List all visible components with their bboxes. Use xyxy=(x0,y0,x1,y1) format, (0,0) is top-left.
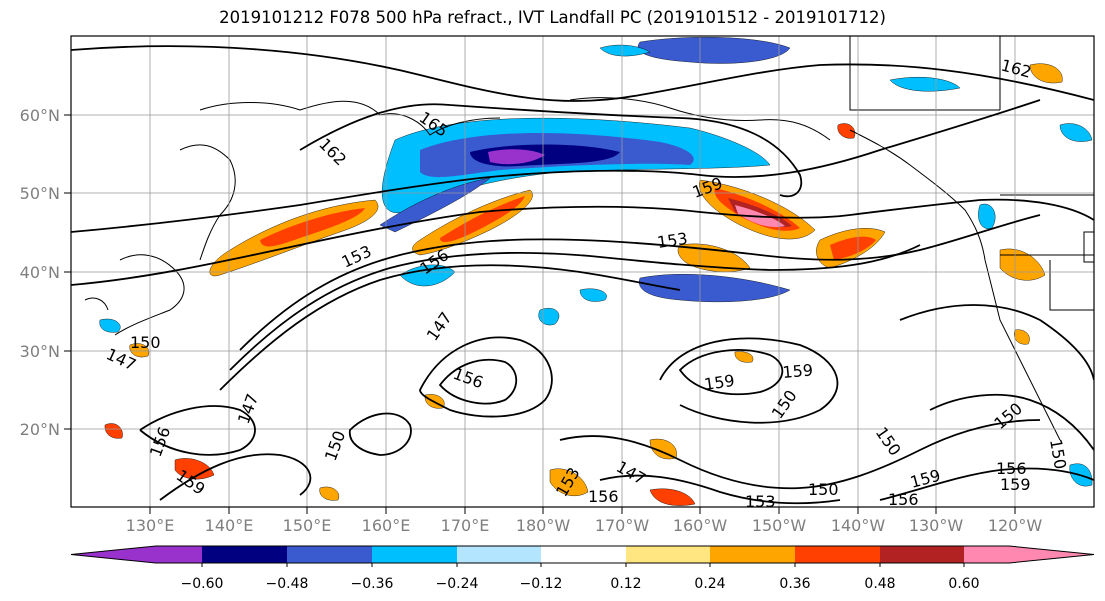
colorbar-segment xyxy=(202,546,287,563)
shading-layer xyxy=(99,37,1093,506)
colorbar-segment xyxy=(795,546,880,563)
colorbar-tick-label: 0.24 xyxy=(694,576,725,592)
colorbar-tick-label: −0.48 xyxy=(266,576,309,592)
colorbar-extension-min xyxy=(71,546,156,563)
contour-label: 150 xyxy=(130,333,161,352)
midpacific-negative xyxy=(639,274,791,303)
lon-label-150w: 150°W xyxy=(752,516,807,535)
lat-label-20n: 20°N xyxy=(20,420,60,439)
contour-label: 153 xyxy=(745,492,776,511)
colorbar-segment xyxy=(156,546,202,563)
latitude-labels: 60°N 50°N 40°N 30°N 20°N xyxy=(20,106,60,439)
colorbar-segment xyxy=(287,546,372,563)
contour-label: 150 xyxy=(808,480,839,499)
colorbar-tick-labels: −0.60 −0.48 −0.36 −0.24 −0.12 0.12 0.24 … xyxy=(181,576,980,592)
colorbar xyxy=(70,545,1095,567)
lon-label-140e: 140°E xyxy=(205,516,254,535)
lon-label-160w: 160°W xyxy=(673,516,728,535)
colorbar-segment xyxy=(710,546,795,563)
map-title: 2019101212 F078 500 hPa refract., IVT La… xyxy=(219,8,886,27)
colorbar-segment xyxy=(541,546,626,563)
lon-label-170w: 170°W xyxy=(595,516,650,535)
lon-label-160e: 160°E xyxy=(362,516,411,535)
axis-ticks xyxy=(64,114,1016,514)
lon-label-180w: 180°W xyxy=(516,516,571,535)
lat-label-40n: 40°N xyxy=(20,263,60,282)
negative-tongue xyxy=(379,177,491,233)
contour-label: 159 xyxy=(782,360,814,382)
colorbar-tick-label: 0.60 xyxy=(948,576,979,592)
colorbar-tick-label: −0.36 xyxy=(351,576,394,592)
colorbar-tick-label: −0.12 xyxy=(520,576,563,592)
lon-label-140w: 140°W xyxy=(831,516,886,535)
arctic-negative xyxy=(637,37,791,64)
lon-label-130e: 130°E xyxy=(126,516,175,535)
contour-lines xyxy=(71,45,1094,505)
colorbar-tick-label: 0.36 xyxy=(779,576,810,592)
contour-label: 153 xyxy=(656,229,689,252)
map-content: 165 162 162 153 153 156 159 159 159 147 … xyxy=(71,36,1094,511)
lon-label-120w: 120°W xyxy=(988,516,1043,535)
lon-label-150e: 150°E xyxy=(283,516,332,535)
colorbar-tick-label: 0.12 xyxy=(610,576,641,592)
contour-label: 156 xyxy=(996,459,1027,478)
colorbar-segment xyxy=(457,546,541,563)
colorbar-segment xyxy=(372,546,457,563)
colorbar-extension-max xyxy=(1009,546,1094,563)
lat-label-60n: 60°N xyxy=(20,106,60,125)
colorbar-tick-label: −0.60 xyxy=(181,576,224,592)
lon-label-170e: 170°E xyxy=(441,516,490,535)
contour-label: 156 xyxy=(588,487,619,506)
colorbar-tick-label: −0.24 xyxy=(436,576,479,592)
colorbar-outline xyxy=(70,545,1095,564)
lon-label-130w: 130°W xyxy=(909,516,964,535)
negative-anomaly-peak xyxy=(488,149,545,165)
colorbar-segment xyxy=(880,546,964,563)
lat-label-50n: 50°N xyxy=(20,184,60,203)
colorbar-segment xyxy=(964,546,1009,563)
colorbar-tick-label: 0.48 xyxy=(864,576,895,592)
contour-label: 159 xyxy=(1000,475,1031,494)
colorbar-segment xyxy=(626,546,710,563)
lat-label-30n: 30°N xyxy=(20,342,60,361)
contour-label: 159 xyxy=(703,371,736,394)
longitude-labels: 130°E 140°E 150°E 160°E 170°E 180°W 170°… xyxy=(126,516,1043,535)
contour-label: 156 xyxy=(888,490,919,509)
